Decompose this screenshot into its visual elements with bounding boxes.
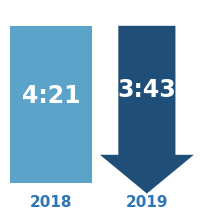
Polygon shape (100, 26, 194, 194)
Text: 3:43: 3:43 (118, 78, 176, 102)
Text: 2018: 2018 (30, 195, 72, 210)
FancyBboxPatch shape (10, 26, 92, 183)
Text: 4:21: 4:21 (22, 84, 80, 108)
Text: 2019: 2019 (126, 195, 168, 210)
